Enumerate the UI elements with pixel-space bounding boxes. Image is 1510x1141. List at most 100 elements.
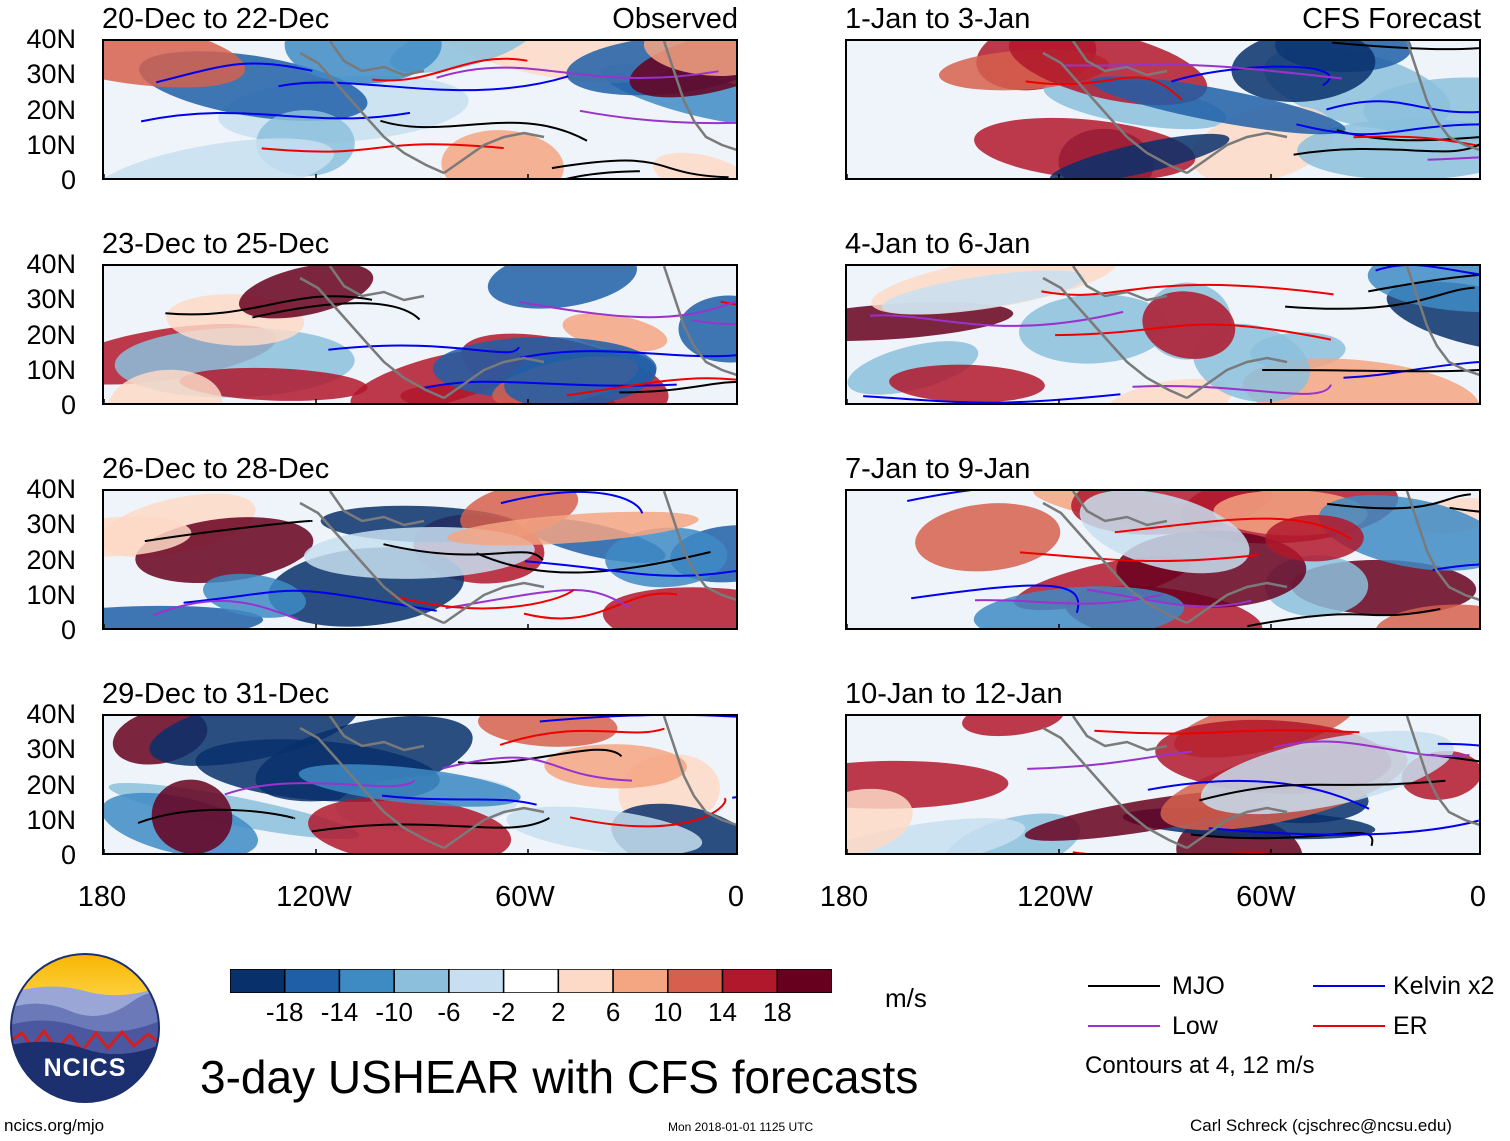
contour-line xyxy=(1343,361,1479,379)
contour-line xyxy=(551,159,729,178)
coastline xyxy=(299,266,736,400)
shear-anomaly xyxy=(881,270,1085,315)
colorbar-swatch xyxy=(393,968,450,994)
contour-line xyxy=(579,109,736,125)
contour-line xyxy=(252,302,421,321)
contour-line xyxy=(224,779,416,796)
shear-anomaly xyxy=(284,41,442,84)
contour-line xyxy=(619,381,736,394)
shear-anomaly xyxy=(643,41,736,76)
contour-line xyxy=(1326,100,1479,114)
shear-anomaly xyxy=(544,744,687,789)
contour-line xyxy=(1293,143,1479,156)
shear-anomaly xyxy=(1318,495,1479,571)
shear-anomaly xyxy=(203,573,306,618)
shear-anomaly xyxy=(447,511,699,546)
colorbar-swatch xyxy=(502,968,560,994)
contour-line xyxy=(1327,493,1471,510)
x-label-right-120w: 120W xyxy=(1017,881,1093,913)
contour-line xyxy=(911,584,1080,614)
shear-anomaly xyxy=(1079,491,1250,574)
contour-line xyxy=(1055,323,1332,341)
shear-field xyxy=(847,266,1479,403)
legend-er-line xyxy=(1313,1025,1385,1027)
contour-line xyxy=(870,310,1124,327)
y-label: 30N xyxy=(26,59,76,90)
x-label-right-0: 0 xyxy=(1469,881,1487,913)
shear-anomaly xyxy=(915,503,1061,572)
y-label: 40N xyxy=(26,699,76,729)
shear-field xyxy=(104,491,736,628)
y-label: 10N xyxy=(26,129,76,160)
shear-anomaly xyxy=(149,716,359,766)
colorbar-tick-label: 6 xyxy=(605,997,621,1027)
contour-line xyxy=(1332,41,1479,51)
legend-mjo-label: MJO xyxy=(1172,972,1225,1000)
coastline xyxy=(299,41,736,175)
contour-line xyxy=(165,295,373,316)
ncics-logo: NCICS xyxy=(10,953,160,1103)
panel-tag: Observed xyxy=(612,3,738,35)
contour-line xyxy=(1262,368,1479,373)
shear-anomaly xyxy=(1049,133,1230,178)
legend-mjo-line xyxy=(1088,985,1160,987)
contour-line xyxy=(1094,729,1360,735)
shear-anomaly xyxy=(1375,604,1479,628)
y-label: 20N xyxy=(26,769,76,800)
shear-anomaly xyxy=(962,716,1064,737)
contour-line xyxy=(1437,742,1479,747)
y-label: 0 xyxy=(60,165,76,195)
coastline xyxy=(1042,716,1479,850)
colorbar-tick-label: 10 xyxy=(653,997,683,1027)
shear-anomaly xyxy=(151,779,233,853)
footer-timestamp: Mon 2018-01-01 1125 UTC xyxy=(668,1120,814,1134)
shear-anomaly xyxy=(605,527,728,588)
contour-line xyxy=(140,111,411,123)
panel-title: 26-Dec to 28-Dec xyxy=(102,453,330,485)
contour-line xyxy=(436,66,719,79)
contour-line xyxy=(524,560,736,577)
contour-line xyxy=(144,519,313,543)
coastline xyxy=(299,716,736,850)
panel-title: 20-Dec to 22-Dec xyxy=(102,3,330,35)
contour-line xyxy=(1296,123,1479,136)
contour-line xyxy=(1432,563,1479,571)
contour-line xyxy=(261,143,504,153)
coastline xyxy=(299,491,736,625)
map-panel xyxy=(102,714,738,855)
shear-anomaly xyxy=(104,41,246,88)
shear-anomaly xyxy=(847,818,1026,853)
contour-line xyxy=(1208,819,1479,836)
legend-kelvin-label: Kelvin x2 xyxy=(1393,972,1495,1000)
map-panel xyxy=(845,39,1481,180)
contour-line xyxy=(1027,750,1193,770)
contour-line xyxy=(1199,779,1446,802)
coastline xyxy=(1042,41,1479,175)
panel-title: 7-Jan to 9-Jan xyxy=(845,453,1031,485)
legend-kelvin-line xyxy=(1313,985,1385,987)
shear-field xyxy=(847,41,1479,178)
shear-anomaly xyxy=(1265,514,1364,562)
contour-line xyxy=(1025,76,1183,101)
contour-line xyxy=(523,592,678,620)
colorbar-tick-label: 14 xyxy=(708,997,737,1027)
shear-anomaly xyxy=(104,516,192,557)
shear-anomaly xyxy=(847,760,1009,809)
shear-anomaly xyxy=(1091,76,1346,135)
shear-anomaly xyxy=(1018,294,1169,364)
y-label: 10N xyxy=(26,354,76,385)
map-panel xyxy=(845,714,1481,855)
contour-line xyxy=(476,551,711,574)
contour-line xyxy=(445,589,631,610)
map-panel xyxy=(845,264,1481,405)
contour-line xyxy=(440,170,640,178)
shear-anomaly xyxy=(506,806,703,853)
contour-line xyxy=(1353,135,1479,147)
shear-anomaly xyxy=(179,367,368,401)
shear-anomaly xyxy=(298,764,521,807)
x-label-right-180: 180 xyxy=(819,881,869,913)
map-panel xyxy=(102,489,738,630)
contour-line xyxy=(442,756,633,782)
footer-credit: Carl Schreck (cjschrec@ncsu.edu) xyxy=(1190,1116,1452,1135)
y-label: 10N xyxy=(26,579,76,610)
